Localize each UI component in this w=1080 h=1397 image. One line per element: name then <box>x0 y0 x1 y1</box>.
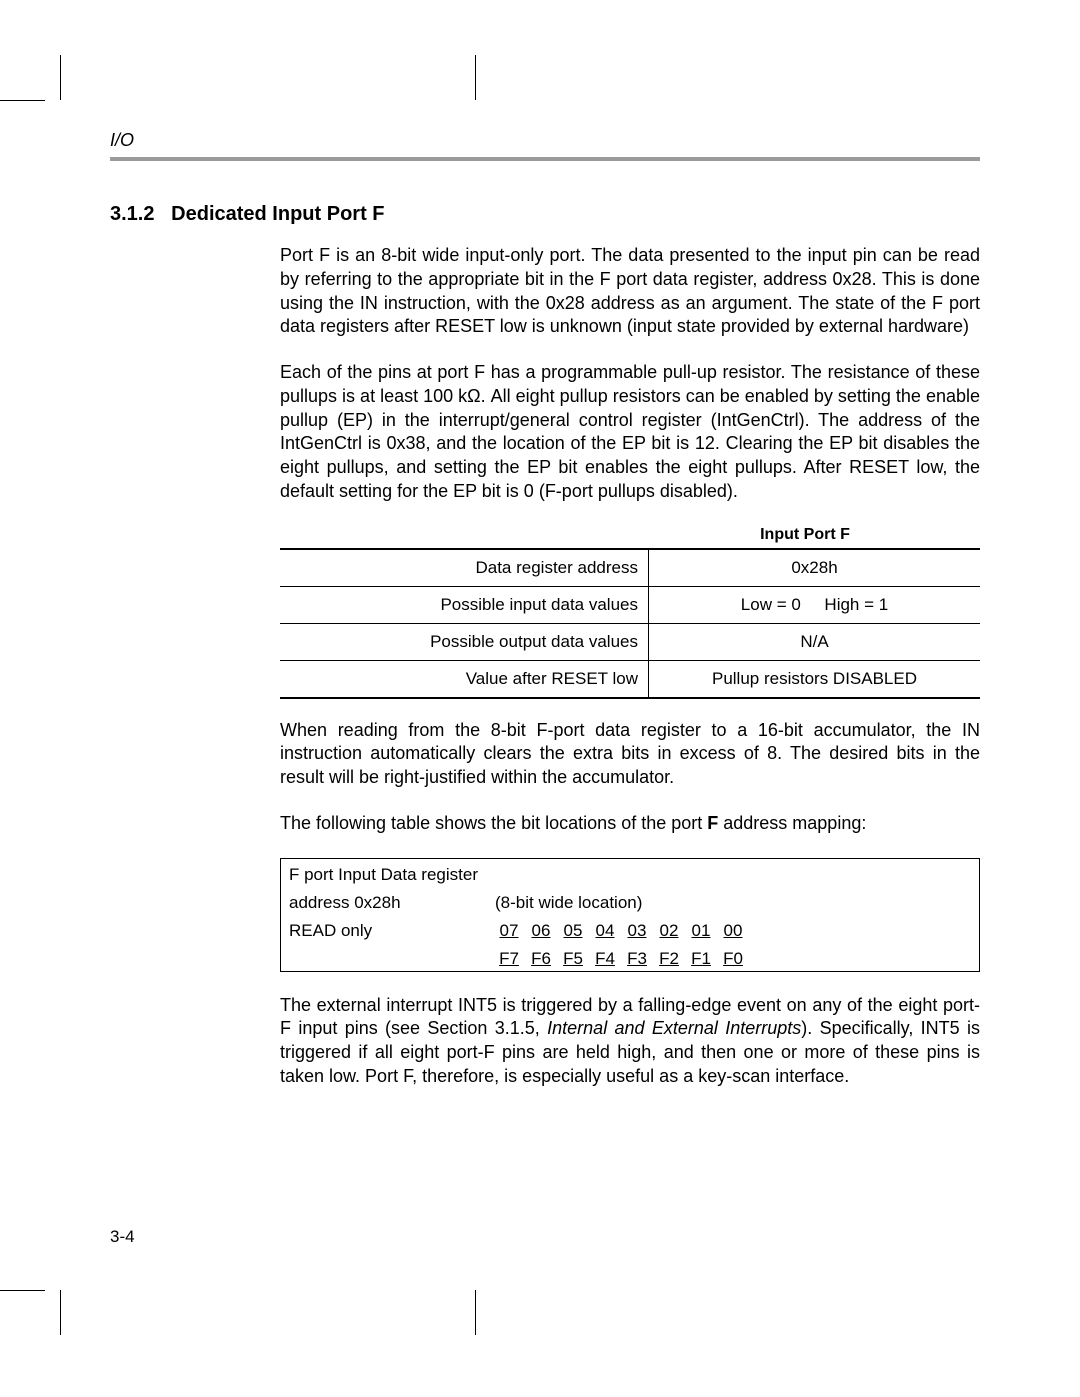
paragraph: Each of the pins at port F has a program… <box>280 361 980 504</box>
bit-index: 02 <box>655 921 683 941</box>
text-italic: Internal and External Interrupts <box>547 1018 801 1038</box>
text: address mapping: <box>718 813 866 833</box>
cell-value: Pullup resistors DISABLED <box>649 660 981 698</box>
page-number: 3-4 <box>110 1227 135 1247</box>
bit-name: F2 <box>655 949 683 969</box>
paragraph: Port F is an 8-bit wide input-only port.… <box>280 244 980 339</box>
bit-names: F7F6F5F4F3F2F1F0 <box>495 949 971 969</box>
crop-mark <box>0 100 45 101</box>
text: The following table shows the bit locati… <box>280 813 707 833</box>
cell-label: Data register address <box>280 549 649 587</box>
cell: (8-bit wide location) <box>487 887 980 915</box>
bit-index: 04 <box>591 921 619 941</box>
table-row: Possible output data values N/A <box>280 623 980 660</box>
cell-label: Value after RESET low <box>280 660 649 698</box>
crop-mark <box>475 55 476 100</box>
bit-name: F4 <box>591 949 619 969</box>
cell: address 0x28h <box>281 887 488 915</box>
cell: READ only <box>281 915 488 943</box>
bit-name: F3 <box>623 949 651 969</box>
bit-index: 06 <box>527 921 555 941</box>
table-row: Possible input data values Low = 0 High … <box>280 586 980 623</box>
section-title: Dedicated Input Port F <box>171 203 384 225</box>
crop-mark <box>60 55 61 100</box>
table-row: F port Input Data register <box>281 858 980 887</box>
table-row: F7F6F5F4F3F2F1F0 <box>281 943 980 972</box>
cell: 0706050403020100 <box>487 915 980 943</box>
crop-mark <box>475 1290 476 1335</box>
table-row: address 0x28h (8-bit wide location) <box>281 887 980 915</box>
bit-index: 01 <box>687 921 715 941</box>
bit-index: 00 <box>719 921 747 941</box>
bit-name: F5 <box>559 949 587 969</box>
cell: F port Input Data register <box>281 858 488 887</box>
paragraph: The following table shows the bit locati… <box>280 812 980 836</box>
bit-index: 07 <box>495 921 523 941</box>
cell-value: Low = 0 High = 1 <box>649 586 981 623</box>
running-header: I/O <box>110 130 980 161</box>
table-row: Data register address 0x28h <box>280 549 980 587</box>
bit-name: F7 <box>495 949 523 969</box>
section-heading: 3.1.2 Dedicated Input Port F <box>110 203 980 226</box>
cell <box>281 943 488 972</box>
paragraph: When reading from the 8-bit F-port data … <box>280 719 980 790</box>
bit-location-table: F port Input Data register address 0x28h… <box>280 858 980 972</box>
crop-mark <box>60 1290 61 1335</box>
crop-mark <box>0 1290 45 1291</box>
cell-value: N/A <box>649 623 981 660</box>
input-port-f-table: Input Port F Data register address 0x28h… <box>280 526 980 699</box>
section-number: 3.1.2 <box>110 203 154 225</box>
bit-name: F6 <box>527 949 555 969</box>
cell-label: Possible input data values <box>280 586 649 623</box>
table-row: Value after RESET low Pullup resistors D… <box>280 660 980 698</box>
cell <box>487 858 980 887</box>
paragraph: The external interrupt INT5 is triggered… <box>280 994 980 1089</box>
cell-value: 0x28h <box>649 549 981 587</box>
bit-index: 05 <box>559 921 587 941</box>
bit-index: 03 <box>623 921 651 941</box>
bit-name: F1 <box>687 949 715 969</box>
bit-indices: 0706050403020100 <box>495 921 971 941</box>
page-content: I/O 3.1.2 Dedicated Input Port F Port F … <box>110 130 980 1111</box>
body-text: Port F is an 8-bit wide input-only port.… <box>280 244 980 504</box>
body-text: When reading from the 8-bit F-port data … <box>280 719 980 836</box>
table-caption: Input Port F <box>280 526 980 544</box>
text-bold: F <box>707 813 718 833</box>
body-text: The external interrupt INT5 is triggered… <box>280 994 980 1089</box>
cell-label: Possible output data values <box>280 623 649 660</box>
table-row: READ only 0706050403020100 <box>281 915 980 943</box>
bit-name: F0 <box>719 949 747 969</box>
cell: F7F6F5F4F3F2F1F0 <box>487 943 980 972</box>
